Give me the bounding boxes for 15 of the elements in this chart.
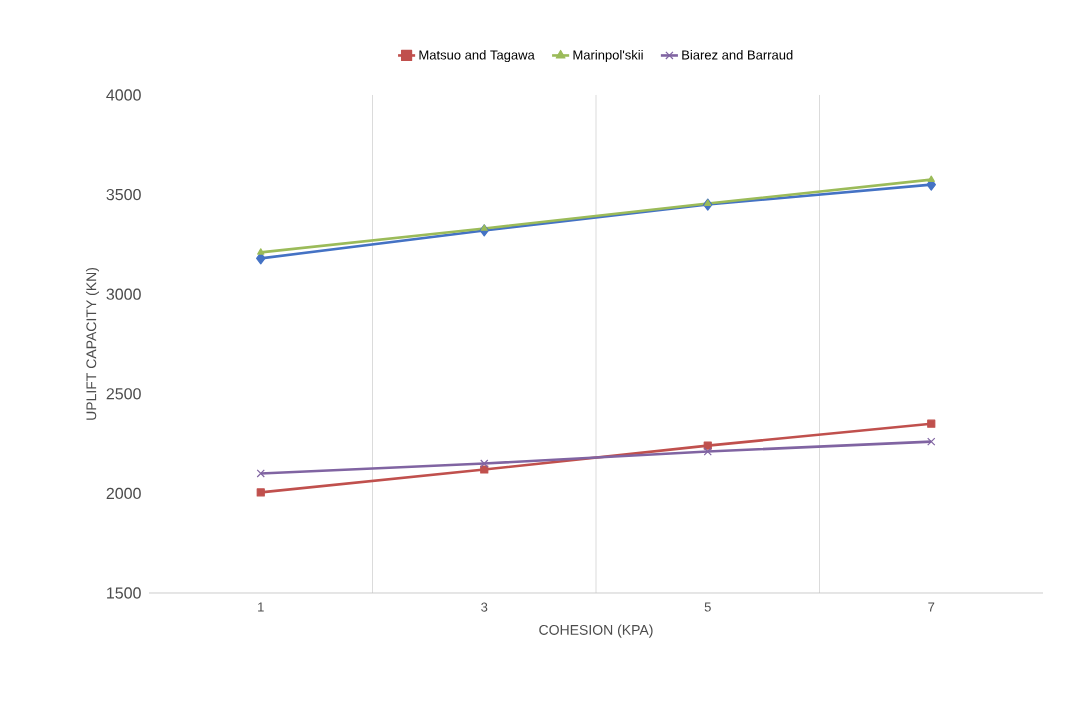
y-tick-label: 4000: [106, 89, 141, 101]
legend-label: Biarez and Barraud: [682, 49, 793, 60]
y-tick-label: 2000: [106, 487, 141, 500]
y-axis-title: UPLIFT CAPACITY (KN): [85, 267, 100, 420]
y-tick-label: 3500: [106, 188, 141, 201]
x-tick-label: 7: [928, 602, 935, 612]
x-tick-label: 3: [481, 602, 488, 612]
x-tick-label: 5: [704, 602, 711, 612]
y-tick-label: 3000: [106, 288, 141, 300]
x-axis-title: COHESION (KPA): [539, 624, 653, 638]
y-tick-label: 2500: [106, 388, 141, 400]
legend-label: Marinpol'skii: [573, 49, 643, 63]
legend-label: Matsuo and Tagawa: [419, 49, 535, 63]
y-tick-label: 1500: [107, 587, 141, 599]
x-tick-label: 1: [258, 602, 264, 612]
